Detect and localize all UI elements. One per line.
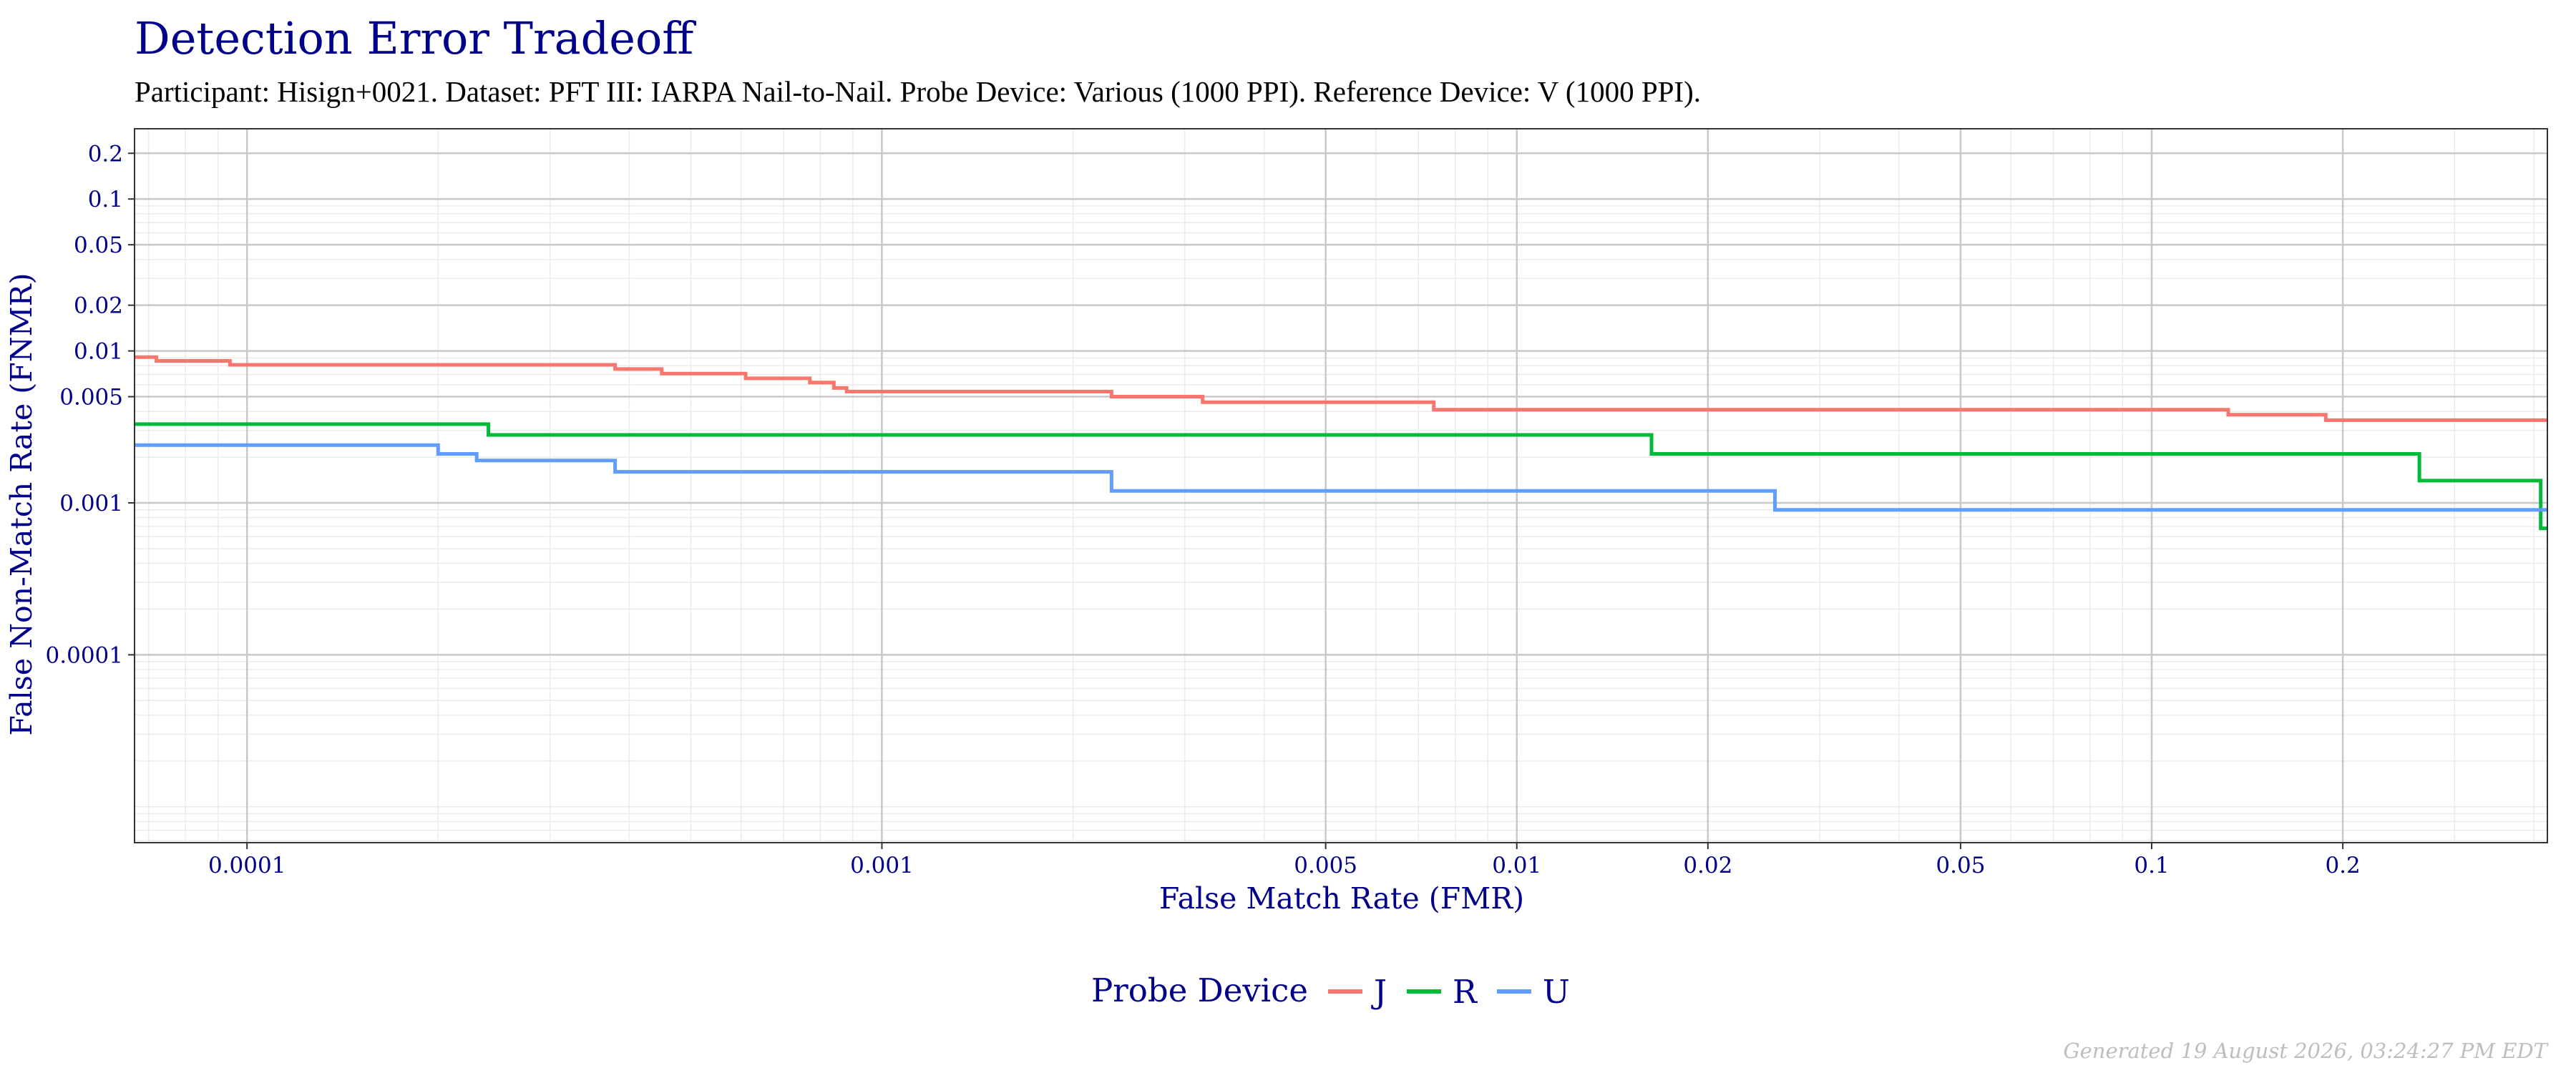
major-grid [135,129,2547,843]
legend-label-u: U [1543,973,1570,1011]
y-tick-label: 0.0001 [46,642,123,668]
x-tick-label: 0.001 [850,853,914,878]
legend-title: Probe Device [1091,971,1308,1009]
x-tick-label: 0.05 [1936,853,1985,878]
x-tick-label: 0.1 [2134,853,2169,878]
series-line-j [135,355,2547,422]
y-tick-label: 0.01 [74,339,123,365]
generated-timestamp: Generated 19 August 2026, 03:24:27 PM ED… [2063,1039,2549,1063]
x-tick-label: 0.0001 [208,853,286,878]
y-tick-label: 0.05 [74,232,123,258]
legend: Probe Device J R U [1091,971,1570,1011]
x-tick-label: 0.01 [1492,853,1541,878]
y-tick-label: 0.2 [88,141,123,167]
y-axis: 0.0001 0.001 0.005 0.01 0.02 0.05 0.1 0.2 [46,141,135,668]
x-tick-label: 0.02 [1683,853,1732,878]
series-layer [135,355,2547,531]
minor-grid [135,129,2547,843]
plot-frame [134,128,2548,843]
y-tick-label: 0.005 [59,385,123,411]
chart-title: Detection Error Tradeoff [135,12,696,64]
x-tick-label: 0.005 [1294,853,1357,878]
x-axis-label: False Match Rate (FMR) [1159,881,1524,916]
x-tick-label: 0.2 [2325,853,2360,878]
series-line-r [135,422,2547,531]
legend-label-r: R [1453,973,1478,1011]
legend-label-j: J [1371,973,1387,1011]
series-line-u [135,443,2547,512]
y-tick-label: 0.001 [59,491,123,516]
chart-subtitle: Participant: Hisign+0021. Dataset: PFT I… [135,75,1701,108]
x-axis: 0.0001 0.001 0.005 0.01 0.02 0.05 0.1 0.2 [208,843,2361,878]
y-tick-label: 0.02 [74,293,123,319]
y-axis-label: False Non-Match Rate (FNMR) [4,273,39,736]
y-tick-label: 0.1 [88,187,123,212]
